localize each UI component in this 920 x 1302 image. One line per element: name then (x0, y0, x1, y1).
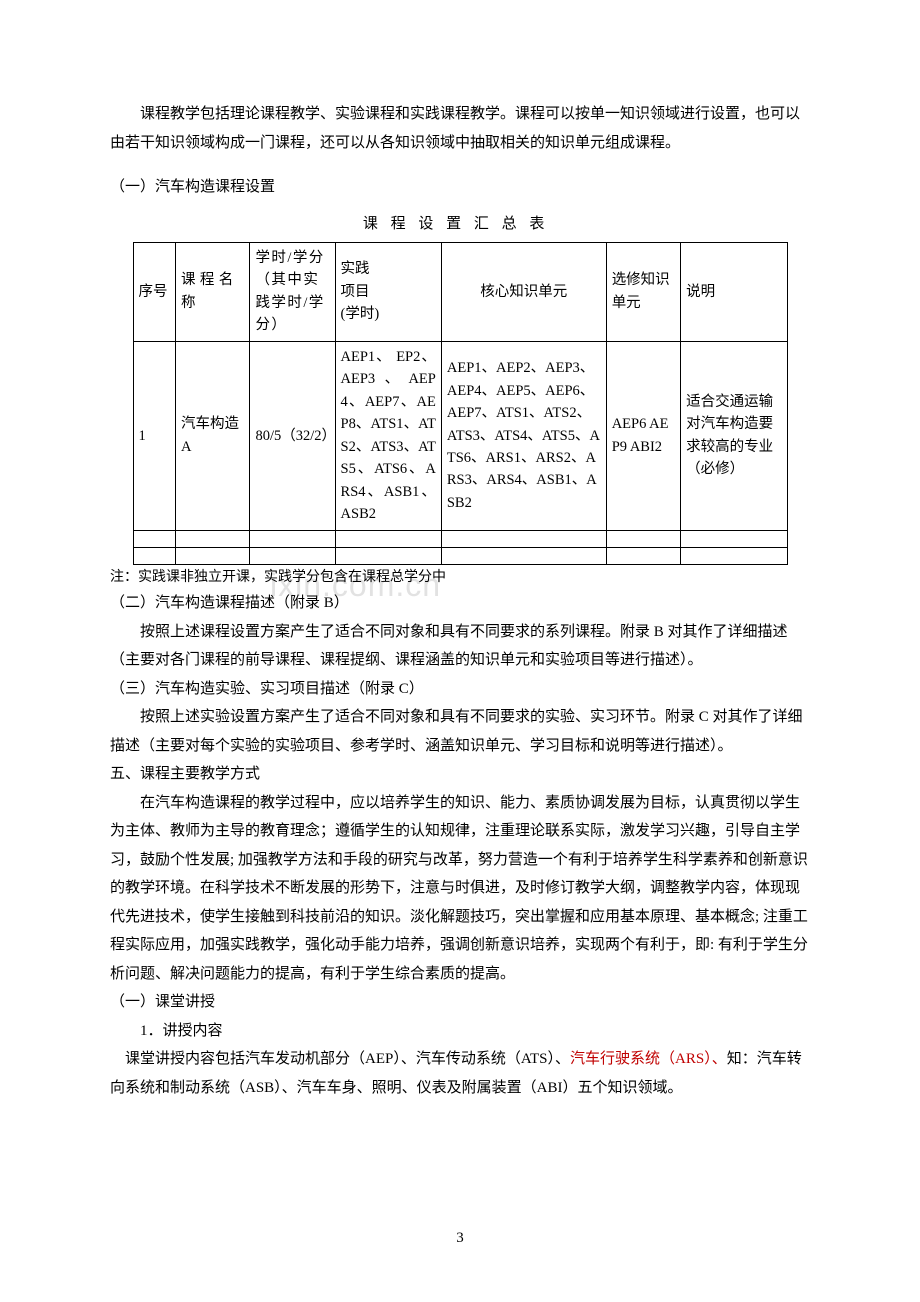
table-row (133, 530, 787, 547)
section-3-heading: （三）汽车构造实验、实习项目描述（附录 C） (110, 675, 810, 704)
table-cell: AEP1、 EP2、AEP3、AEP4、AEP7、AEP8、ATS1、ATS2、… (335, 341, 441, 530)
table-cell: AEP1、AEP2、AEP3、AEP4、AEP5、AEP6、AEP7、ATS1、… (441, 341, 606, 530)
section-2-paragraph: 按照上述课程设置方案产生了适合不同对象和具有不同要求的系列课程。附录 B 对其作… (110, 618, 810, 675)
subsection-1-1-paragraph: 课堂讲授内容包括汽车发动机部分（AEP）、汽车传动系统（ATS）、汽车行驶系统（… (110, 1045, 810, 1102)
table-cell (133, 530, 176, 547)
table-row (133, 547, 787, 564)
table-header: 说明 (681, 243, 787, 342)
section-1-heading: （一）汽车构造课程设置 (110, 173, 810, 202)
table-row: 1 汽车构造 A 80/5（32/2） AEP1、 EP2、AEP3、AEP4、… (133, 341, 787, 530)
table-header: 序号 (133, 243, 176, 342)
section-2-heading: （二）汽车构造课程描述（附录 B） (110, 589, 810, 618)
subsection-1-1-heading: 1．讲授内容 (110, 1017, 810, 1046)
table-title: 课程设置汇总表 (110, 210, 810, 239)
table-note: 注：实践课非独立开课，实践学分包含在课程总学分中 (110, 567, 810, 589)
table-header: 实践 项目 (学时) (335, 243, 441, 342)
section-5-paragraph: 在汽车构造课程的教学过程中，应以培养学生的知识、能力、素质协调发展为目标，认真贯… (110, 789, 810, 989)
page-number: 3 (0, 1224, 920, 1253)
table-header: 核心知识单元 (441, 243, 606, 342)
table-cell (133, 547, 176, 564)
table-header-row: 序号 课程名称 学时/学分（其中实践学时/学分） 实践 项目 (学时) 核心知识… (133, 243, 787, 342)
table-header: 学时/学分（其中实践学时/学分） (250, 243, 335, 342)
table-cell: 1 (133, 341, 176, 530)
table-header: 课程名称 (176, 243, 250, 342)
section-5-heading: 五、课程主要教学方式 (110, 760, 810, 789)
table-header: 选修知识单元 (606, 243, 680, 342)
course-table: 序号 课程名称 学时/学分（其中实践学时/学分） 实践 项目 (学时) 核心知识… (133, 242, 788, 565)
section-3-paragraph: 按照上述实验设置方案产生了适合不同对象和具有不同要求的实验、实习环节。附录 C … (110, 703, 810, 760)
subsection-1-heading: （一）课堂讲授 (110, 988, 810, 1017)
table-cell: 80/5（32/2） (250, 341, 335, 530)
highlighted-text: 汽车行驶系统（ARS）、 (570, 1051, 727, 1067)
intro-paragraph: 课程教学包括理论课程教学、实验课程和实践课程教学。课程可以按单一知识领域进行设置… (110, 100, 810, 157)
table-cell: 适合交通运输对汽车构造要求较高的专业（必修） (681, 341, 787, 530)
document-content: 课程教学包括理论课程教学、实验课程和实践课程教学。课程可以按单一知识领域进行设置… (110, 100, 810, 1102)
table-cell: AEP6 AEP9 ABI2 (606, 341, 680, 530)
table-cell: 汽车构造 A (176, 341, 250, 530)
